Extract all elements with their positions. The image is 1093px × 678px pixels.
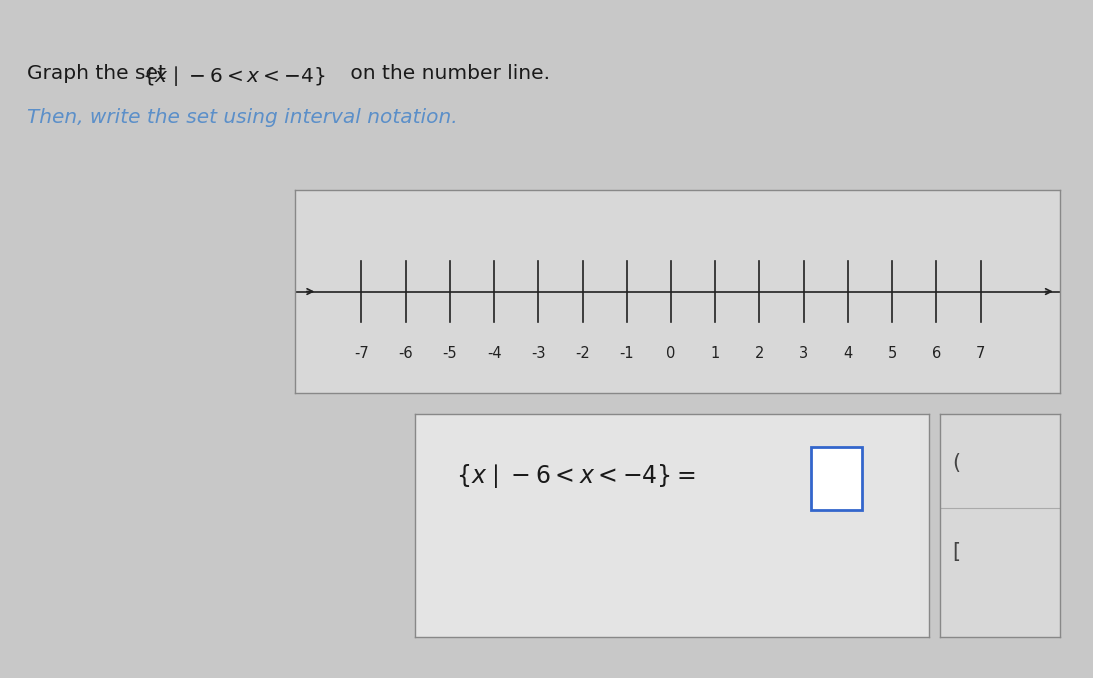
Text: -1: -1 bbox=[620, 346, 634, 361]
Text: -4: -4 bbox=[486, 346, 502, 361]
Text: on the number line.: on the number line. bbox=[344, 64, 550, 83]
Text: -2: -2 bbox=[575, 346, 590, 361]
Text: 3: 3 bbox=[799, 346, 808, 361]
Text: 5: 5 bbox=[888, 346, 896, 361]
Text: 6: 6 bbox=[931, 346, 941, 361]
Text: 2: 2 bbox=[755, 346, 764, 361]
Text: 4: 4 bbox=[844, 346, 853, 361]
Text: -7: -7 bbox=[354, 346, 368, 361]
Text: 7: 7 bbox=[976, 346, 985, 361]
Text: Then, write the set using interval notation.: Then, write the set using interval notat… bbox=[27, 108, 458, 127]
Text: -5: -5 bbox=[443, 346, 457, 361]
Text: 0: 0 bbox=[667, 346, 675, 361]
Text: Graph the set: Graph the set bbox=[27, 64, 173, 83]
Text: $\{x\mid -6 < x < -4\} =$: $\{x\mid -6 < x < -4\} =$ bbox=[457, 462, 696, 490]
Text: [: [ bbox=[952, 542, 960, 562]
Text: -6: -6 bbox=[398, 346, 413, 361]
Text: (: ( bbox=[952, 453, 960, 473]
Text: -3: -3 bbox=[531, 346, 545, 361]
Text: $\{x \mid -6 < x < -4\}$: $\{x \mid -6 < x < -4\}$ bbox=[142, 64, 326, 88]
Bar bbox=[811, 447, 862, 510]
Text: 1: 1 bbox=[710, 346, 720, 361]
